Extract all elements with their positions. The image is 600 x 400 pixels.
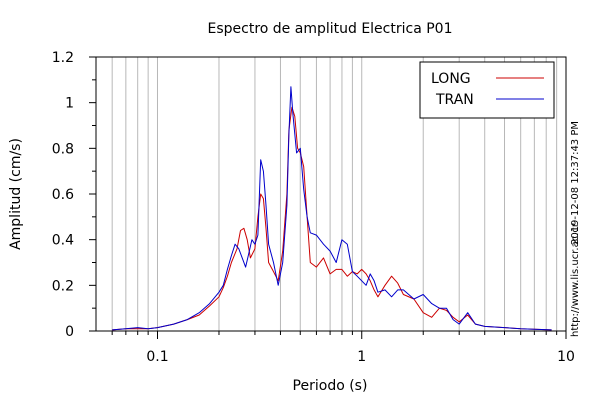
legend-box <box>419 61 555 119</box>
series-layer <box>112 86 552 331</box>
y-tick-label: 0.2 <box>52 278 74 294</box>
y-tick-label: 0 <box>65 324 74 340</box>
y-axis-label: Amplitud (cm/s) <box>8 138 24 250</box>
y-tick-label: 0.8 <box>52 141 74 157</box>
series-line-tran <box>112 86 552 331</box>
y-tick-label: 1.2 <box>52 50 74 66</box>
legend-label-tran: TRAN <box>435 92 474 108</box>
series-line-long <box>112 106 552 331</box>
timestamp-text: 2019-12-08 12:37:43 PM <box>570 121 581 245</box>
y-tick-label: 1 <box>65 96 74 112</box>
legend-label-long: LONG <box>431 71 471 87</box>
x-tick-label: 0.1 <box>146 349 168 365</box>
source-url-text: http://www.lis.ucr.ac.cr <box>570 222 581 337</box>
x-tick-label: 10 <box>557 349 575 365</box>
x-tick-label: 1 <box>357 349 366 365</box>
x-axis-label: Periodo (s) <box>293 378 368 394</box>
axes: 0.1 1 10 0 0.2 0.4 0.6 0.8 1 1.2 <box>52 50 575 365</box>
y-tick-label: 0.4 <box>52 233 74 249</box>
chart-title: Espectro de amplitud Electrica P01 <box>208 21 453 37</box>
legend: LONG TRAN <box>419 61 555 119</box>
y-tick-label: 0.6 <box>52 187 74 203</box>
grid <box>111 57 558 331</box>
